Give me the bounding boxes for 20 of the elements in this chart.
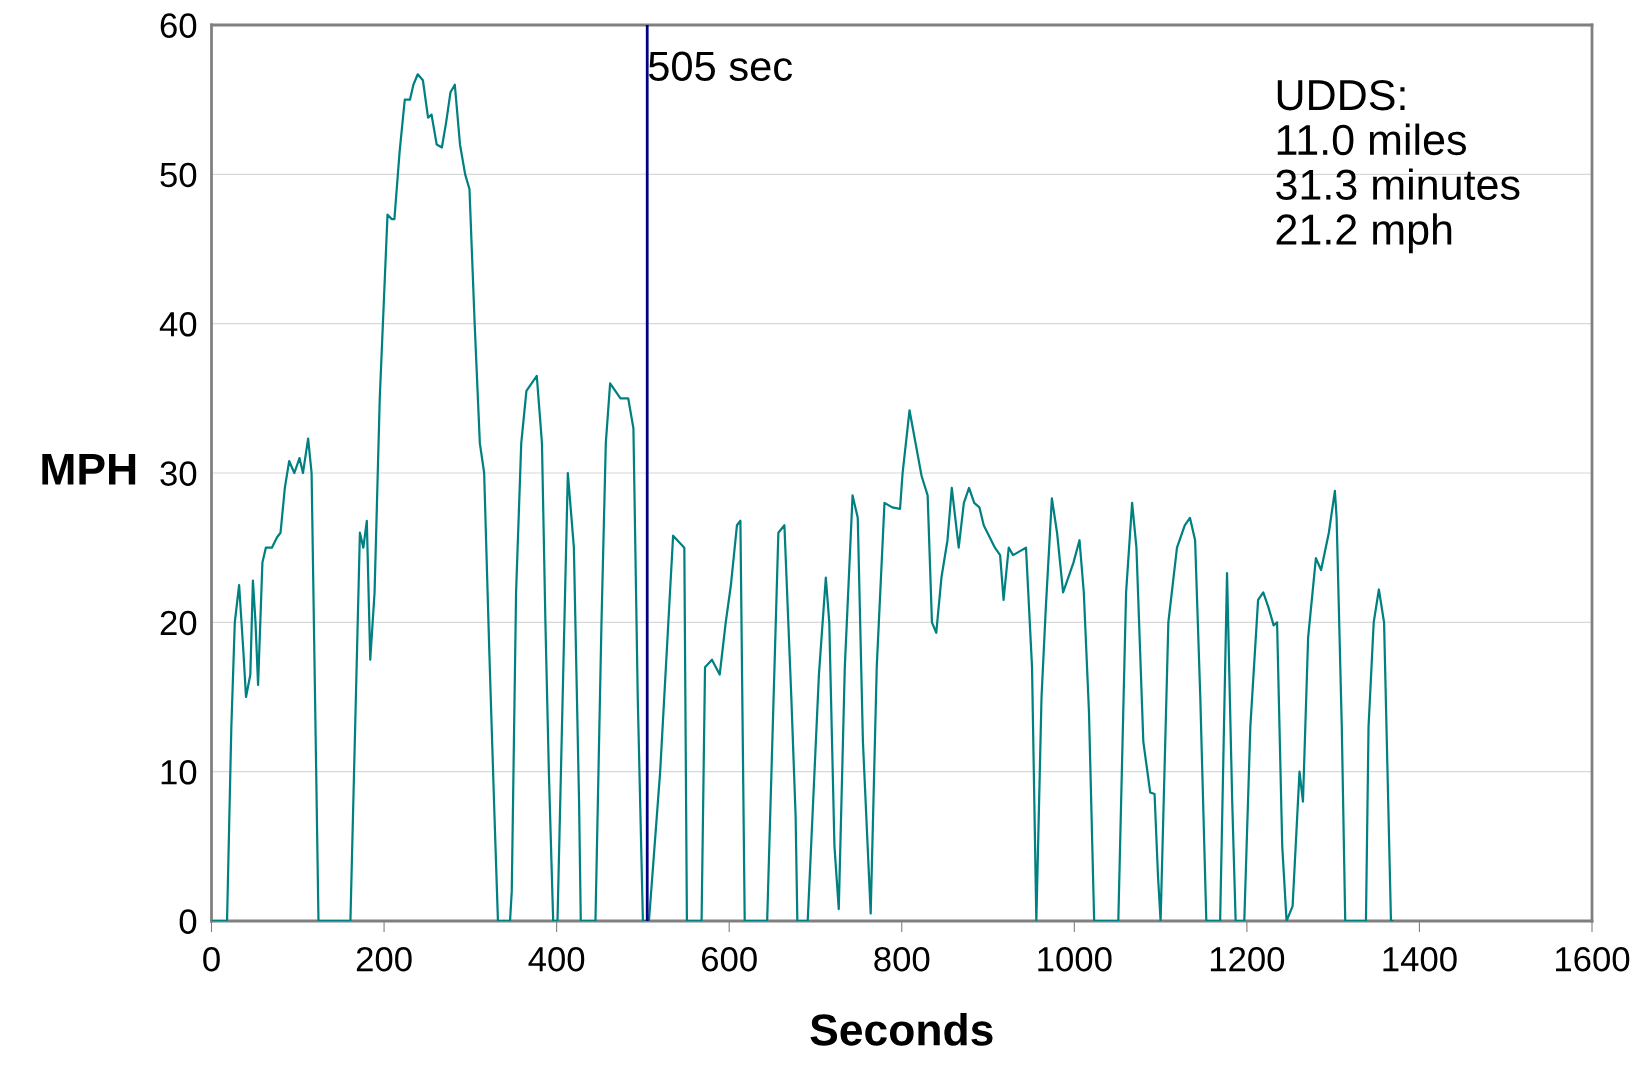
x-tick-label: 0 bbox=[203, 946, 220, 972]
y-tick-label: 0 bbox=[179, 909, 197, 934]
ref-line-label: 505 sec bbox=[648, 51, 793, 81]
x-tick-label: 1400 bbox=[1383, 946, 1457, 972]
y-tick-label: 50 bbox=[160, 162, 197, 188]
x-tick-label: 1600 bbox=[1556, 946, 1630, 972]
x-tick-label: 600 bbox=[701, 946, 757, 972]
x-axis-title: Seconds bbox=[810, 1013, 993, 1046]
x-tick-label: 1000 bbox=[1038, 946, 1112, 972]
x-tick-label: 800 bbox=[874, 946, 930, 972]
y-tick-label: 40 bbox=[159, 312, 197, 337]
y-tick-label: 60 bbox=[160, 13, 197, 38]
y-tick-label: 30 bbox=[160, 461, 197, 486]
y-tick-label: 20 bbox=[160, 610, 197, 636]
x-tick-label: 200 bbox=[356, 946, 412, 972]
x-tick-label: 1200 bbox=[1210, 946, 1285, 972]
y-axis-title: MPH bbox=[42, 453, 136, 485]
annotation: UDDS: 11.0 miles 31.3 minutes 21.2 mph bbox=[1276, 79, 1520, 254]
x-tick-label: 400 bbox=[528, 946, 585, 972]
y-tick-label: 10 bbox=[161, 760, 197, 785]
